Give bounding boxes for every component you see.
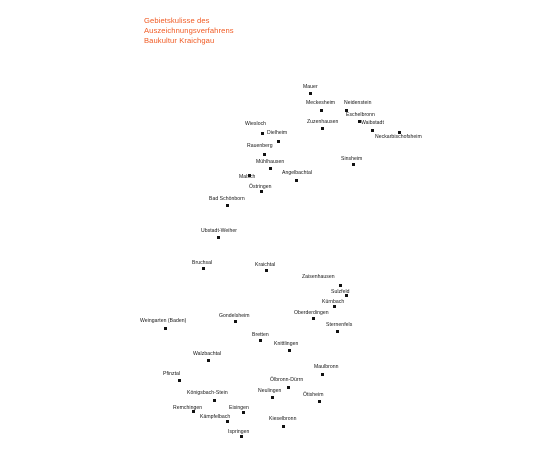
place-label: Neidenstein (344, 100, 372, 106)
place-dot (332, 304, 336, 308)
place-dot (308, 91, 312, 95)
place-dot (201, 266, 205, 270)
place-label: Ötisheim (303, 392, 324, 398)
place-label: Ispringen (228, 429, 250, 435)
place-label: Bruchsal (192, 260, 213, 266)
place-dot (212, 398, 216, 402)
place-label: Malsch (239, 174, 256, 180)
place-dot (344, 293, 348, 297)
place-dot (294, 178, 298, 182)
place-dot (317, 399, 321, 403)
place-label: Waibstadt (361, 120, 384, 126)
place-dot (233, 319, 237, 323)
place-dot (262, 152, 266, 156)
place-dot (344, 108, 348, 112)
place-label: Angelbachtal (282, 170, 313, 176)
place-dot (264, 268, 268, 272)
place-label: Rauenberg (247, 143, 273, 149)
place-label: Remchingen (173, 405, 203, 411)
place-dot (206, 358, 210, 362)
place-label: Eschelbronn (346, 112, 375, 118)
place-dot (270, 395, 274, 399)
map-title-line: Gebietskulisse des (144, 16, 210, 25)
place-label: Dielheim (267, 130, 288, 136)
place-label: Walzbachtal (193, 351, 222, 357)
place-dot (320, 372, 324, 376)
place-dot (276, 139, 280, 143)
place-dot (225, 203, 229, 207)
map-title-line: Baukultur Kraichgau (144, 36, 215, 46)
place-label: Zaisenhausen (302, 274, 335, 280)
place-label: Sinsheim (341, 156, 363, 162)
place-label: Kieselbronn (269, 416, 297, 422)
place-dot (286, 385, 290, 389)
place-label: Östringen (249, 184, 272, 190)
place-dot (338, 283, 342, 287)
place-dot (259, 189, 263, 193)
place-label: Ubstadt-Weiher (201, 228, 237, 234)
place-label: Neulingen (258, 388, 282, 394)
place-label: Gondelsheim (219, 313, 250, 319)
place-dot (287, 348, 291, 352)
place-label: Mühlhausen (256, 159, 285, 165)
place-label: Zuzenhausen (307, 119, 339, 125)
place-dot (241, 410, 245, 414)
place-dot (319, 108, 323, 112)
place-dot (268, 166, 272, 170)
place-dot (163, 326, 167, 330)
map-title-line: Auszeichnungsverfahrens (144, 26, 234, 36)
place-dot (281, 424, 285, 428)
place-dot (335, 329, 339, 333)
place-label: Knittlingen (274, 341, 299, 347)
place-label: Meckesheim (306, 100, 336, 106)
place-label: Weingarten (Baden) (140, 318, 187, 324)
map-title: Gebietskulisse des Auszeichnungsverfahre… (144, 16, 344, 47)
place-label: Eisingen (229, 405, 249, 411)
place-label: Königsbach-Stein (187, 390, 228, 396)
place-dot (191, 409, 195, 413)
place-label: Bad Schönborn (209, 196, 245, 202)
place-dot (320, 126, 324, 130)
place-label: Bretten (252, 332, 269, 338)
place-dot (351, 162, 355, 166)
place-dot (357, 119, 361, 123)
place-label: Neckarbischofsheim (375, 134, 422, 140)
place-dot (177, 378, 181, 382)
place-label: Kürnbach (322, 299, 345, 305)
place-dot (216, 235, 220, 239)
place-dot (397, 130, 401, 134)
place-label: Maulbronn (314, 364, 339, 370)
place-dot (225, 419, 229, 423)
place-label: Mauer (303, 84, 318, 90)
place-dot (247, 173, 251, 177)
place-label: Kämpfelbach (200, 414, 231, 420)
place-dot (258, 338, 262, 342)
place-dot (239, 434, 243, 438)
place-label: Wiesloch (245, 121, 267, 127)
place-label: Sulzfeld (331, 289, 350, 295)
place-label: Sternenfels (326, 322, 353, 328)
place-label: Ölbronn-Dürrn (270, 377, 304, 383)
place-dot (370, 128, 374, 132)
place-label: Pfinztal (163, 371, 181, 377)
place-label: Kraichtal (255, 262, 276, 268)
place-dot (260, 131, 264, 135)
place-label: Oberderdingen (294, 310, 329, 316)
place-dot (311, 316, 315, 320)
